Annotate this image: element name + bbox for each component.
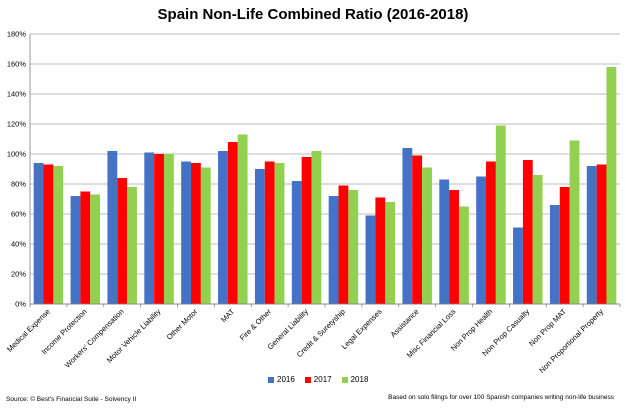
bar-2017 xyxy=(154,154,164,304)
bar-2017 xyxy=(412,155,423,304)
bar-2018 xyxy=(458,206,469,304)
x-tick-label: Fire & Other xyxy=(238,307,274,343)
bar-2016 xyxy=(365,215,376,304)
y-tick-label: 140% xyxy=(7,90,27,99)
y-tick-label: 80% xyxy=(11,180,26,189)
bar-2016 xyxy=(549,205,560,304)
legend-swatch xyxy=(268,376,274,383)
footnote: Based on solo filings for over 100 Spani… xyxy=(388,394,614,401)
bar-2016 xyxy=(439,179,450,304)
axes xyxy=(29,34,621,307)
bar-2018 xyxy=(385,202,396,304)
bar-2017 xyxy=(227,142,238,304)
bar-2017 xyxy=(301,157,312,304)
bar-2018 xyxy=(311,151,322,304)
x-tick-label: Other Motor xyxy=(165,307,200,342)
bars xyxy=(33,67,617,304)
bar-2016 xyxy=(144,152,155,304)
bar-2017 xyxy=(486,161,496,304)
bar-2018 xyxy=(532,175,543,304)
bar-2017 xyxy=(264,161,275,304)
bar-2016 xyxy=(107,151,118,304)
bar-2018 xyxy=(422,167,432,304)
bar-2016 xyxy=(33,163,44,304)
y-tick-label: 100% xyxy=(7,150,27,159)
bar-2017 xyxy=(80,191,91,304)
bar-2017 xyxy=(559,187,570,304)
legend-item-2016: 2016 xyxy=(268,375,295,384)
bar-2017 xyxy=(338,185,349,304)
y-tick-label: 20% xyxy=(11,270,26,279)
legend-label: 2016 xyxy=(277,375,295,384)
bar-2016 xyxy=(513,227,523,304)
legend: 2016 2017 2018 xyxy=(268,375,368,384)
bar-2018 xyxy=(274,163,285,304)
bar-2018 xyxy=(90,194,101,304)
y-tick-label: 120% xyxy=(7,120,27,129)
bar-2018 xyxy=(569,140,580,304)
bar-2018 xyxy=(163,154,174,304)
bar-2018 xyxy=(348,190,359,304)
y-tick-label: 60% xyxy=(11,210,26,219)
legend-label: 2017 xyxy=(313,375,332,384)
bar-2018 xyxy=(495,125,506,304)
bar-2016 xyxy=(476,176,487,304)
bar-2016 xyxy=(586,166,597,304)
bar-2018 xyxy=(53,166,64,304)
bar-2016 xyxy=(70,196,81,304)
bar-2016 xyxy=(291,181,302,304)
bar-2018 xyxy=(237,134,248,304)
bar-2018 xyxy=(200,167,211,304)
bar-2016 xyxy=(402,148,413,304)
legend-swatch xyxy=(341,376,348,383)
bar-2016 xyxy=(181,161,192,304)
bar-2017 xyxy=(449,190,459,304)
bar-2017 xyxy=(596,164,607,304)
bar-2017 xyxy=(43,164,54,304)
bar-2017 xyxy=(522,160,533,304)
chart-title: Spain Non-Life Combined Ratio (2016-2018… xyxy=(157,6,469,23)
y-tick-label: 40% xyxy=(11,240,26,249)
x-tick-label: Non Proportional Property xyxy=(537,307,605,375)
x-tick-label: Assistance xyxy=(389,307,421,339)
bar-2017 xyxy=(375,197,386,304)
x-tick-label: MAT xyxy=(219,307,236,324)
bar-2016 xyxy=(328,196,339,304)
bar-2018 xyxy=(127,187,137,304)
bar-2016 xyxy=(254,169,265,304)
legend-swatch xyxy=(304,376,311,383)
y-tick-label: 160% xyxy=(7,60,27,69)
y-tick-label: 0% xyxy=(15,300,26,309)
legend-item-2017: 2017 xyxy=(304,375,332,384)
bar-2017 xyxy=(117,178,128,304)
bar-2017 xyxy=(191,163,201,304)
bar-2018 xyxy=(606,67,617,304)
bar-2016 xyxy=(218,151,228,304)
source-note: Source: © Best's Financial Suite - Solve… xyxy=(6,396,137,403)
y-tick-labels: 0% 20% 40% 60% 80% 100% 120% 140% 160% 180% xyxy=(7,30,27,309)
legend-label: 2018 xyxy=(350,375,369,384)
y-tick-label: 180% xyxy=(7,30,27,39)
legend-item-2018: 2018 xyxy=(341,375,369,384)
x-tick-label: Non Prop MAT xyxy=(527,307,568,348)
